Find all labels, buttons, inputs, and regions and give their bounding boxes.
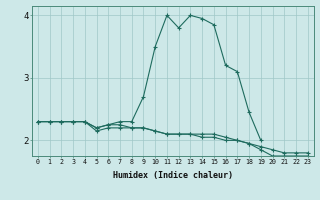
X-axis label: Humidex (Indice chaleur): Humidex (Indice chaleur) [113, 171, 233, 180]
